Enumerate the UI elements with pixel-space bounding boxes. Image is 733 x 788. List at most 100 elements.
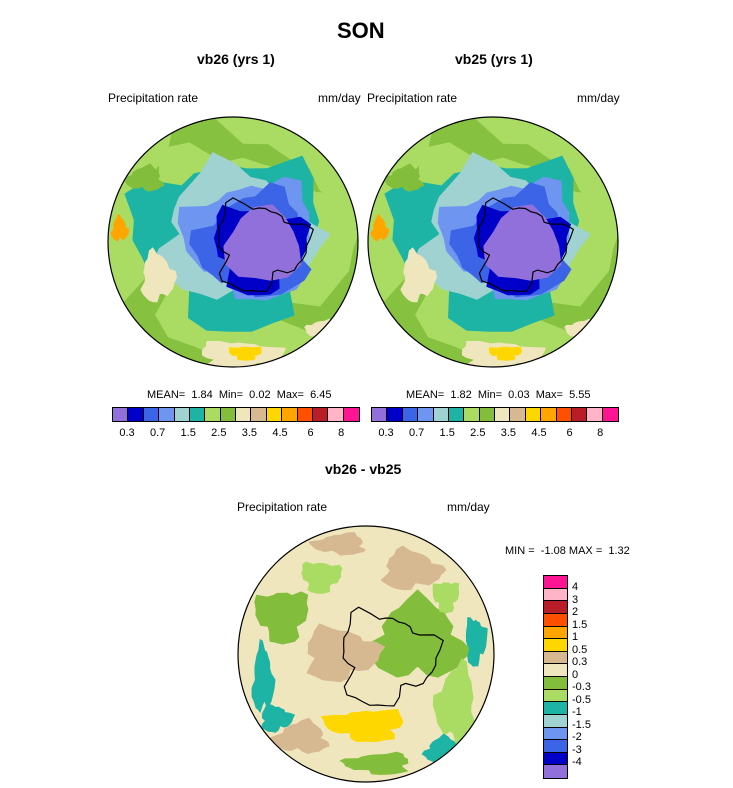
panel-1-max-value: 6.45 <box>310 389 332 401</box>
colorbar-tick-label: -3 <box>572 743 582 756</box>
colorbar-swatch <box>544 765 567 778</box>
map-patch <box>432 658 477 747</box>
panel-2-stats: MEAN= 1.82 Min= 0.03 Max= 5.55 <box>406 389 590 401</box>
map-patch <box>228 346 262 361</box>
colorbar-swatch <box>544 613 567 627</box>
panel-1-colorbar <box>112 407 360 422</box>
map-patch <box>400 247 438 303</box>
colorbar-swatch <box>113 408 129 421</box>
colorbar-swatch <box>544 689 567 703</box>
colorbar-tick-label: 3 <box>572 593 579 606</box>
panel-1-units-label: mm/day <box>318 91 361 105</box>
colorbar-swatch <box>544 702 567 715</box>
colorbar-swatch <box>266 408 283 421</box>
colorbar-tick-label: 4 <box>572 581 579 593</box>
diff-panel-stats: MIN = -1.08 MAX = 1.32 <box>505 545 630 557</box>
panel-1-map <box>107 116 359 368</box>
map-patch <box>432 582 460 614</box>
colorbar-swatch <box>544 664 567 677</box>
map-patch <box>301 561 343 594</box>
colorbar-swatch <box>372 408 388 421</box>
colorbar-swatch <box>402 408 419 421</box>
colorbar-swatch <box>220 408 236 421</box>
panel-1-stats: MEAN= 1.84 Min= 0.02 Max= 6.45 <box>147 389 331 401</box>
diff-panel-map <box>237 525 495 783</box>
map-patch <box>339 751 409 775</box>
map-patch <box>380 545 447 591</box>
map-patch <box>370 214 390 242</box>
colorbar-swatch <box>205 408 221 421</box>
colorbar-tick-label: 4.5 <box>272 427 288 439</box>
diff-colorbar <box>543 575 568 779</box>
panel-1-mean-label: MEAN= <box>147 389 186 401</box>
colorbar-tick-label: 0.7 <box>408 427 425 439</box>
panel-1-min-value: 0.02 <box>249 389 271 401</box>
colorbar-tick-label: 1 <box>572 631 579 643</box>
colorbar-swatch <box>159 408 175 421</box>
panel-1-variable-label: Precipitation rate <box>108 91 199 105</box>
colorbar-tick-label: 0 <box>572 668 579 681</box>
colorbar-tick-label: 1.5 <box>180 427 196 439</box>
colorbar-tick-label: 4.5 <box>531 427 547 439</box>
colorbar-tick-label: 3.5 <box>241 427 258 439</box>
colorbar-swatch <box>525 408 542 421</box>
colorbar-tick-label: 8 <box>338 427 345 439</box>
panel-2-units-label: mm/day <box>577 91 620 105</box>
colorbar-swatch <box>602 408 618 421</box>
colorbar-swatch <box>587 408 603 421</box>
panel-2-mean-label: MEAN= <box>406 389 445 401</box>
map-patch <box>268 717 330 754</box>
panel-1-mean-value: 1.84 <box>191 389 213 401</box>
map-patch <box>140 247 178 303</box>
map-patch <box>110 214 130 242</box>
map-patch <box>261 703 296 733</box>
colorbar-swatch <box>387 408 403 421</box>
map-fields <box>238 526 494 782</box>
colorbar-swatch <box>495 408 511 421</box>
colorbar-tick-label: 1.5 <box>439 427 455 439</box>
colorbar-swatch <box>448 408 465 421</box>
colorbar-tick-label: 2 <box>572 606 579 618</box>
map-patch <box>320 708 404 743</box>
colorbar-swatch <box>544 714 567 728</box>
panel-2-min-value: 0.03 <box>508 389 530 401</box>
colorbar-swatch <box>433 408 449 421</box>
panel-2-colorbar <box>371 407 619 422</box>
map-patch <box>362 589 473 678</box>
panel-1-max-label: Max= <box>276 389 304 401</box>
panel-2-max-label: Max= <box>535 389 563 401</box>
map-interior <box>483 204 562 281</box>
colorbar-tick-label: 0.5 <box>572 643 588 656</box>
diff-panel-units-label: mm/day <box>447 500 490 514</box>
panel-1-title: vb26 (yrs 1) <box>197 51 275 67</box>
colorbar-swatch <box>343 408 359 421</box>
colorbar-tick-label: 2.5 <box>470 427 486 439</box>
colorbar-swatch <box>510 408 526 421</box>
map-patch <box>381 163 425 192</box>
colorbar-swatch <box>251 408 267 421</box>
colorbar-swatch <box>544 601 567 614</box>
colorbar-swatch <box>544 677 567 690</box>
colorbar-swatch <box>571 408 588 421</box>
diff-max-label: MAX = <box>568 545 603 557</box>
colorbar-swatch <box>544 576 567 589</box>
colorbar-swatch <box>143 408 160 421</box>
colorbar-swatch <box>541 408 557 421</box>
map-border <box>107 116 359 368</box>
colorbar-swatch <box>128 408 144 421</box>
colorbar-swatch <box>556 408 572 421</box>
map-patch <box>306 623 386 683</box>
diff-min-label: MIN = <box>505 545 535 557</box>
colorbar-swatch <box>544 727 567 741</box>
colorbar-tick-label: 0.3 <box>572 656 588 668</box>
map-fields <box>108 117 358 367</box>
colorbar-tick-label: 6 <box>307 427 314 439</box>
panel-2-min-label: Min= <box>477 389 503 401</box>
colorbar-swatch <box>418 408 434 421</box>
map-patch <box>121 163 165 192</box>
panel-2-map <box>367 116 619 368</box>
colorbar-swatch <box>544 651 567 665</box>
map-patch <box>251 638 276 713</box>
map-border <box>237 525 495 783</box>
map-patch <box>308 532 366 556</box>
